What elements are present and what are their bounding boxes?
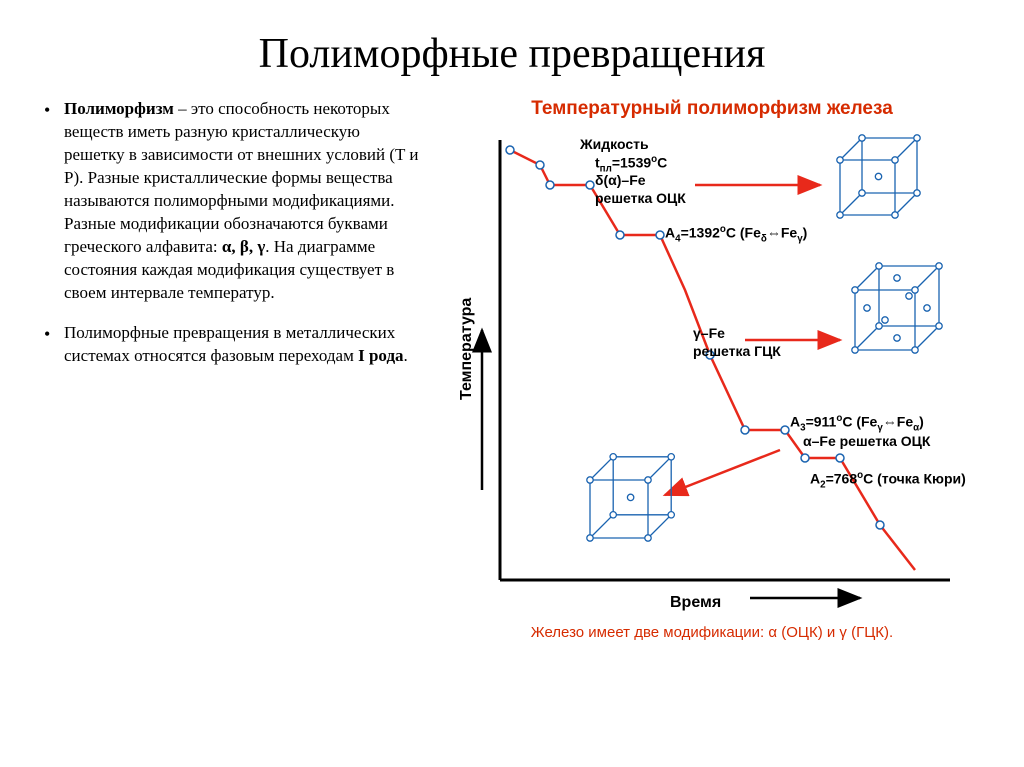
greek-letters: α, β, γ <box>222 237 265 256</box>
cooling-curve <box>510 150 915 570</box>
para2-a: Полиморфные превращения в металлических … <box>64 323 395 365</box>
para1-body: – это способность некоторых веществ имет… <box>64 99 418 256</box>
label-a2: A2=768оC (точка Кюри) <box>810 470 966 491</box>
label-delta: δ(α)–Fe <box>595 172 646 189</box>
term-polymorphism: Полиморфизм <box>64 99 174 118</box>
para2-b: I рода <box>358 346 403 365</box>
chart-title: Температурный полиморфизм железа <box>440 98 984 120</box>
lattice-fcc-icon <box>852 263 942 353</box>
label-gamma: γ–Fe <box>693 325 725 342</box>
paragraph-2: Полиморфные превращения в металлических … <box>40 322 420 368</box>
text-column: Полиморфизм – это способность некоторых … <box>40 98 420 698</box>
lattice-bcc-bottom-icon <box>587 454 675 542</box>
label-liquid: Жидкость <box>580 136 649 153</box>
paragraph-1: Полиморфизм – это способность некоторых … <box>40 98 420 304</box>
content-row: Полиморфизм – это способность некоторых … <box>0 98 1024 698</box>
lattice-bcc-top-icon <box>837 135 920 218</box>
label-fcc: решетка ГЦК <box>693 343 781 360</box>
label-bcc1: решетка ОЦК <box>595 190 686 207</box>
chart-footer: Железо имеет две модификации: α (ОЦК) и … <box>440 624 984 641</box>
chart-column: Температурный полиморфизм железа <box>440 98 984 698</box>
y-axis-label: Температура <box>458 298 476 400</box>
para2-c: . <box>404 346 408 365</box>
chart-area: Температура Время Жидкость tпл=1539оC δ(… <box>440 130 980 620</box>
page-title: Полиморфные превращения <box>0 0 1024 98</box>
label-alpha: α–Fe решетка ОЦК <box>803 433 930 450</box>
label-a4: A4=1392оC (Feδ⇔Feγ) <box>665 224 807 245</box>
arrow-bcc-bottom <box>665 450 780 495</box>
x-axis-label: Время <box>670 594 721 612</box>
label-a3: A3=911оC (Feγ⇔Feα) <box>790 413 924 434</box>
chart-svg <box>440 130 980 620</box>
